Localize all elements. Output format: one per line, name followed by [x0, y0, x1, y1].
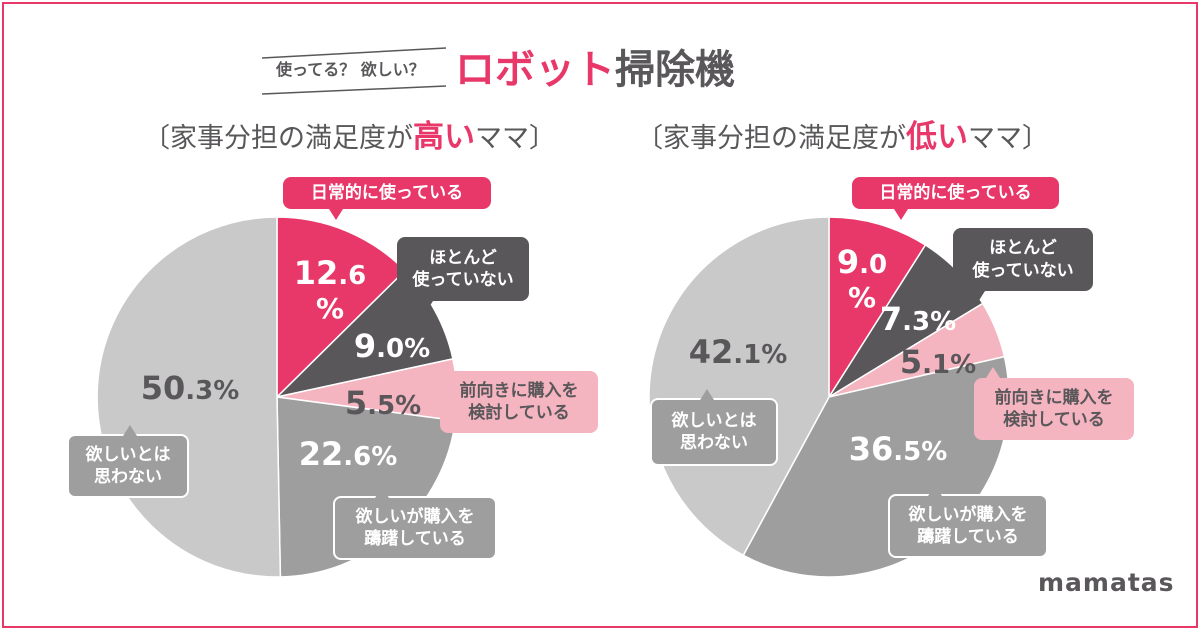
- callout-considering-purchase-low: 前向きに購入を 検討している: [974, 367, 1134, 440]
- slice-value-not-wanted: 50.3%: [141, 369, 240, 407]
- callout-line: 欲しいとは: [85, 444, 171, 465]
- callout-hesitating-high: 欲しいが購入を 躊躇している: [333, 487, 497, 560]
- callout-line: 使っていない: [972, 260, 1074, 281]
- callout-pointer: [429, 391, 440, 405]
- title-accent: ロボット: [455, 47, 615, 93]
- kicker-frame-bottom-line: [261, 85, 447, 95]
- chart-title-highlight: 低い: [906, 119, 968, 155]
- callout-hesitating-low: 欲しいが購入を 躊躇している: [888, 485, 1048, 558]
- callout-pointer: [971, 291, 985, 302]
- chart-title-prefix: 家事分担の満足度が: [170, 123, 413, 154]
- page-title: ロボット掃除機: [455, 50, 735, 90]
- bracket-open: 〔: [143, 123, 170, 154]
- callout-line: 欲しいが購入を: [908, 504, 1028, 525]
- callout-pointer: [700, 389, 714, 400]
- callout-line: 欲しいが購入を: [355, 506, 475, 527]
- chart-title-suffix: ママ: [968, 123, 1022, 154]
- callout-line: 前向きに購入を: [459, 380, 579, 401]
- callout-pointer: [928, 485, 942, 496]
- slice-value-considering-purchase: 5.1%: [900, 343, 976, 381]
- callout-line: 思わない: [94, 467, 162, 487]
- chart-title-high-satisfaction: 〔家事分担の満足度が高いママ〕: [143, 122, 556, 153]
- pie-slice-daily-use: [828, 216, 927, 400]
- bracket-close: 〕: [1022, 123, 1049, 154]
- callout-rarely-use-low: ほとんど 使っていない: [953, 228, 1093, 302]
- slice-value-rarely-use: 7.3%: [880, 300, 956, 338]
- callout-not-wanted-high: 欲しいとは 思わない: [67, 425, 189, 498]
- chart-title-prefix: 家事分担の満足度が: [663, 123, 906, 154]
- callout-line: 思わない: [680, 433, 748, 453]
- slice-value-considering-purchase: 5.5%: [345, 384, 421, 422]
- title-rest: 掃除機: [615, 47, 735, 93]
- slice-value-daily-use: 9.0%: [837, 243, 887, 314]
- callout-line: 欲しいとは: [671, 410, 757, 431]
- kicker-frame: [261, 47, 447, 95]
- callout-pointer: [894, 209, 908, 220]
- callout-pointer: [375, 487, 389, 498]
- bracket-close: 〕: [529, 123, 556, 154]
- callout-line: 前向きに購入を: [994, 387, 1114, 408]
- callout-line: 日常的に使っている: [879, 182, 1032, 203]
- callout-considering-purchase-high: 前向きに購入を 検討している: [429, 371, 598, 433]
- chart-title-highlight: 高い: [413, 119, 475, 155]
- chart-title-low-satisfaction: 〔家事分担の満足度が低いママ〕: [636, 122, 1049, 153]
- callout-not-wanted-low: 欲しいとは 思わない: [650, 389, 778, 466]
- callout-pointer: [419, 301, 433, 312]
- slice-value-hesitating-to-buy: 36.5%: [849, 430, 948, 468]
- kicker-frame-top-line: [261, 47, 447, 59]
- pie-chart-low-satisfaction: 9.0 %7.3% 5.1% 36.5% 42.1%: [648, 216, 1010, 578]
- callout-daily-use-high: 日常的に使っている: [283, 177, 491, 220]
- slice-value-hesitating-to-buy: 22.6%: [299, 435, 398, 473]
- kicker-text: 使ってる？ 欲しい？: [276, 60, 425, 79]
- callout-pointer: [123, 425, 137, 436]
- callout-line: 使っていない: [412, 270, 514, 290]
- callout-pointer: [329, 209, 343, 220]
- slice-value-rarely-use: 9.0%: [354, 327, 430, 365]
- callout-daily-use-low: 日常的に使っている: [852, 177, 1059, 220]
- callout-line: 日常的に使っている: [310, 182, 464, 203]
- callout-line: 躊躇している: [364, 529, 466, 549]
- slice-value-daily-use: 12.6%: [294, 254, 367, 325]
- callout-line: 検討している: [1003, 410, 1105, 430]
- callout-line: 躊躇している: [917, 527, 1019, 547]
- slice-value-not-wanted: 42.1%: [689, 333, 788, 371]
- callout-line: 検討している: [468, 403, 570, 423]
- callout-line: ほとんど: [429, 247, 497, 268]
- mamatas-logo: mamatas: [1038, 568, 1175, 597]
- callout-line: ほとんど: [989, 238, 1057, 259]
- bracket-open: 〔: [636, 123, 663, 154]
- callout-rarely-use-high: ほとんど 使っていない: [397, 237, 529, 312]
- pie-slice-not-wanted: [648, 216, 830, 557]
- chart-title-suffix: ママ: [475, 123, 529, 154]
- callout-pointer: [986, 367, 1000, 378]
